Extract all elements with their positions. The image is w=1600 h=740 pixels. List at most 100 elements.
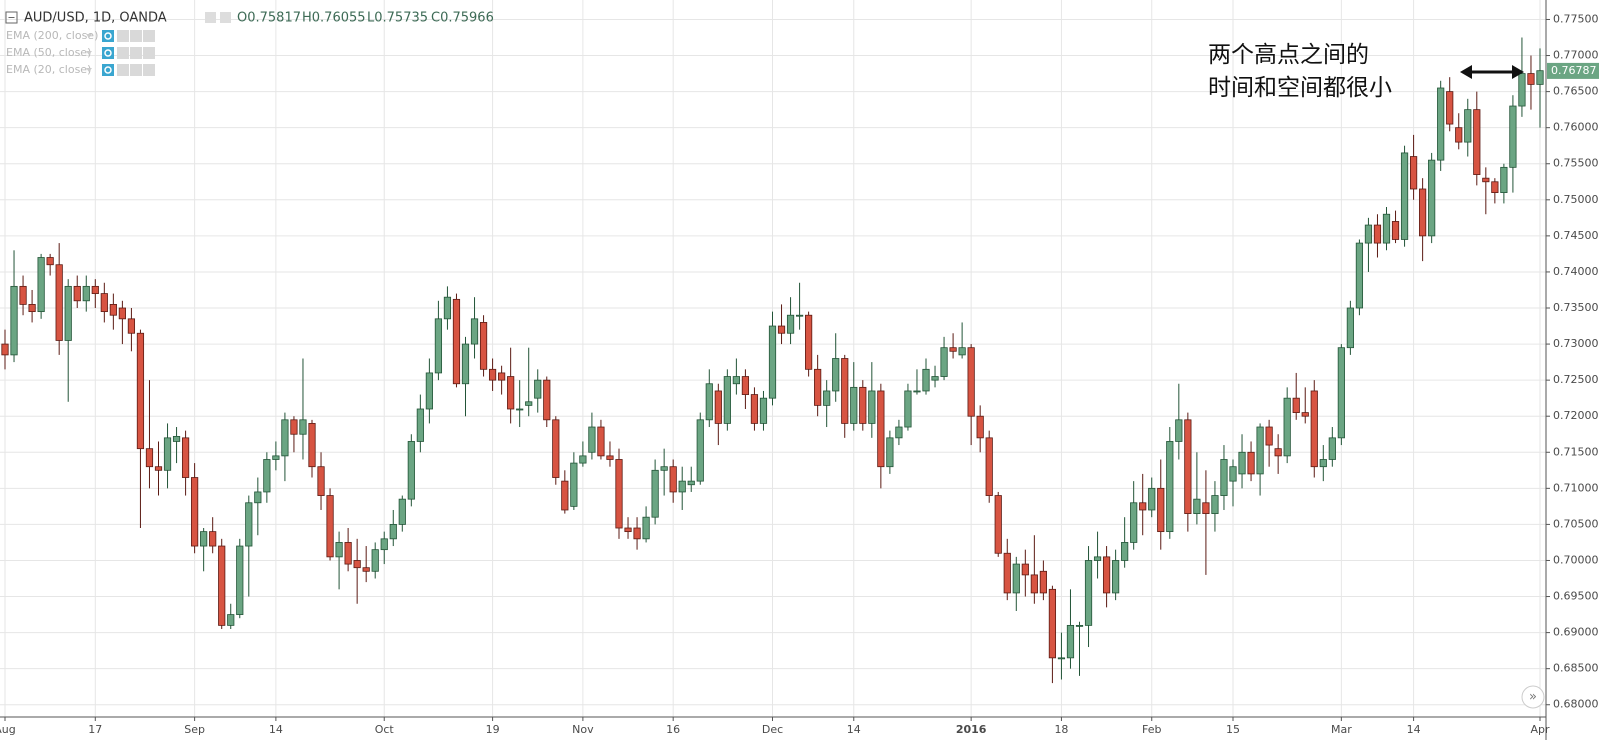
candle-body <box>398 498 406 525</box>
candle-body <box>1211 495 1219 514</box>
candle-body <box>976 415 984 439</box>
add-button[interactable] <box>130 64 142 76</box>
candle-body <box>19 285 27 305</box>
indicator-dropdown[interactable] <box>86 51 92 55</box>
indicator-dropdown[interactable] <box>86 68 92 72</box>
candle-body <box>434 318 443 374</box>
candle-body <box>245 502 253 547</box>
indicator-label: EMA (50, close) <box>6 46 91 59</box>
candle-body <box>1464 109 1472 143</box>
candle-body <box>1409 156 1418 190</box>
candle-body <box>841 358 849 424</box>
candle-body <box>895 426 903 439</box>
candle-body <box>714 390 722 424</box>
candle-body <box>795 314 804 317</box>
candle-body <box>281 419 289 457</box>
indicator-label: EMA (20, close) <box>6 63 91 76</box>
candle-body <box>904 390 912 428</box>
candle-body <box>1491 181 1499 193</box>
candle-body <box>1 343 9 356</box>
candle-body <box>850 386 858 424</box>
candle-body <box>1446 91 1454 125</box>
candle-body <box>949 347 957 352</box>
x-tick-label: 15 <box>1226 723 1240 736</box>
candle-body <box>1274 448 1282 457</box>
indicator-dropdown[interactable] <box>86 34 92 38</box>
candle-body <box>1093 556 1102 561</box>
candle-body <box>1048 588 1057 659</box>
x-tick-label: Dec <box>762 723 783 736</box>
candle-body <box>832 358 840 392</box>
header-icon[interactable] <box>205 12 216 23</box>
candle-body <box>127 318 136 334</box>
candle-body <box>443 296 452 320</box>
scroll-circle[interactable] <box>1521 685 1545 709</box>
remove-button[interactable] <box>143 64 155 76</box>
candle-body <box>525 401 533 406</box>
candle-body <box>1265 426 1273 446</box>
candle-body <box>1012 563 1020 594</box>
candle-body <box>606 455 614 460</box>
scroll-button[interactable]: » <box>1521 685 1545 709</box>
candle-body <box>1509 105 1517 168</box>
candle-body <box>759 397 768 424</box>
visibility-button[interactable] <box>102 64 114 76</box>
candle-body <box>669 466 677 493</box>
candle-body <box>750 394 759 424</box>
settings-button[interactable] <box>117 30 129 42</box>
candle-body <box>805 314 813 370</box>
candle-body <box>236 545 244 615</box>
candle-body <box>380 538 388 551</box>
candle-body <box>498 372 506 381</box>
candle-body <box>46 257 54 266</box>
candle-body <box>1193 498 1201 514</box>
collapse-button[interactable] <box>5 11 18 24</box>
annotation-line: 时间和空间都很小 <box>1208 74 1392 100</box>
y-tick-label: 0.72000 <box>1553 409 1599 422</box>
remove-button[interactable] <box>143 47 155 59</box>
candle-body <box>100 293 108 313</box>
symbol-title: AUD/USD, 1D, OANDA <box>24 11 167 26</box>
y-tick-label: 0.71000 <box>1553 481 1599 494</box>
candle-body <box>371 549 379 572</box>
candle-body <box>1139 502 1147 511</box>
candle-body <box>118 307 126 320</box>
candle-body <box>1536 70 1544 85</box>
candle-body <box>1184 419 1192 514</box>
candle-body <box>516 408 524 411</box>
candle-body <box>326 495 334 558</box>
candle-body <box>1346 307 1354 349</box>
y-tick-label: 0.76000 <box>1553 121 1599 134</box>
candle-body <box>299 419 307 435</box>
candle-body <box>1084 560 1093 626</box>
y-tick-label: 0.71500 <box>1553 445 1599 458</box>
y-tick-label: 0.76500 <box>1553 85 1599 98</box>
candle-body <box>1428 159 1436 237</box>
visibility-button[interactable] <box>102 30 114 42</box>
candle-body <box>1373 224 1382 244</box>
visibility-button[interactable] <box>102 47 114 59</box>
candle-body <box>552 419 560 478</box>
candle-body <box>461 343 470 385</box>
candle-body <box>1292 397 1300 413</box>
y-tick-label: 0.74000 <box>1553 265 1599 278</box>
x-tick-label: 2016 <box>956 723 987 736</box>
candle-body <box>1301 412 1309 417</box>
candle-body <box>967 347 975 417</box>
candle-body <box>1175 419 1183 442</box>
settings-button[interactable] <box>117 47 129 59</box>
indicators: EMA (200, close) EMA (50, close) EMA (20, … <box>6 29 155 76</box>
high-value: H0.76055 <box>302 11 366 26</box>
candle-body <box>154 466 163 471</box>
candle-body <box>37 257 45 313</box>
settings-button[interactable] <box>117 64 129 76</box>
candle-body <box>1121 542 1129 561</box>
candle-body <box>1527 73 1535 85</box>
remove-button[interactable] <box>143 30 155 42</box>
candle-body <box>723 376 731 424</box>
header-icon[interactable] <box>220 12 231 23</box>
add-button[interactable] <box>130 47 142 59</box>
add-button[interactable] <box>130 30 142 42</box>
y-tick-label: 0.70000 <box>1553 553 1599 566</box>
